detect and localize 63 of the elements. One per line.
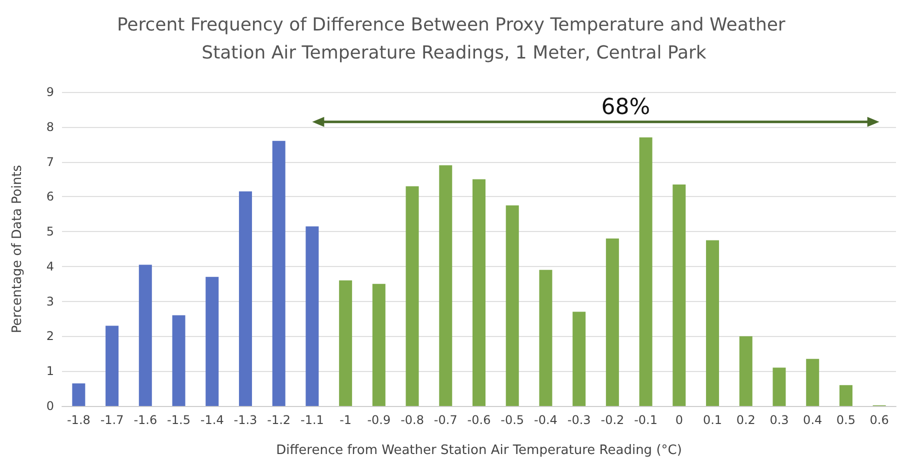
x-tick-label: 0.6 bbox=[870, 413, 889, 427]
bar bbox=[739, 336, 752, 406]
bar bbox=[606, 238, 619, 406]
bar bbox=[806, 358, 820, 406]
bar bbox=[106, 326, 119, 406]
bar bbox=[772, 368, 786, 406]
x-tick-label: -0.5 bbox=[500, 413, 524, 427]
x-tick-label: -0.7 bbox=[434, 413, 458, 427]
annotation: 68% bbox=[601, 94, 650, 120]
bar bbox=[306, 226, 319, 406]
x-tick-label: -0.3 bbox=[567, 413, 591, 427]
y-tick-label: 4 bbox=[46, 259, 54, 274]
bar bbox=[138, 264, 152, 406]
x-tick-label: -1.2 bbox=[267, 413, 291, 427]
bar bbox=[206, 276, 219, 406]
y-tick-label: 3 bbox=[46, 294, 54, 308]
y-tick-label: 5 bbox=[46, 224, 54, 239]
bar bbox=[539, 270, 552, 406]
x-tick-label: -1.8 bbox=[66, 413, 90, 427]
bar bbox=[372, 284, 386, 406]
x-tick-label: -0.2 bbox=[600, 413, 624, 427]
x-tick-label: -1.3 bbox=[234, 413, 258, 427]
x-tick-label: -1.4 bbox=[200, 413, 224, 427]
x-tick-label: -0.8 bbox=[400, 413, 424, 427]
y-tick-label: 6 bbox=[46, 190, 54, 204]
x-tick-label: -1.6 bbox=[134, 413, 158, 427]
bar bbox=[406, 186, 419, 406]
x-tick-label: -0.9 bbox=[367, 413, 391, 427]
x-tick-label: -0.1 bbox=[634, 413, 658, 427]
bar bbox=[472, 179, 486, 406]
bar bbox=[672, 184, 686, 406]
y-tick-label: 7 bbox=[46, 154, 54, 169]
y-tick-label: 8 bbox=[46, 120, 54, 134]
x-tick-label: -1.1 bbox=[300, 413, 324, 427]
bar bbox=[506, 205, 519, 406]
chart-title: Percent Frequency of Difference Between Proxy Temperature and Weather Station Air Temperature Readings, 1 Meter, Central Park bbox=[116, 14, 792, 64]
x-tick-label: -1.7 bbox=[100, 413, 124, 427]
bar bbox=[272, 140, 286, 406]
x-tick-label: -0.6 bbox=[467, 413, 491, 427]
bar bbox=[72, 383, 86, 406]
x-tick-label: 0.1 bbox=[702, 413, 722, 427]
y-tick-label: 2 bbox=[46, 329, 54, 344]
x-tick-label: 0.3 bbox=[770, 413, 789, 427]
x-tick-label: -1.5 bbox=[167, 413, 190, 427]
bar bbox=[639, 137, 652, 406]
y-tick-label: 0 bbox=[46, 399, 54, 413]
y-tick-label: 9 bbox=[46, 85, 54, 99]
x-tick-label: -1 bbox=[340, 413, 352, 427]
y-axis-title: Percentage of Data Points bbox=[10, 164, 25, 334]
bar bbox=[339, 280, 352, 406]
bar bbox=[172, 315, 186, 406]
x-tick-label: 0.4 bbox=[803, 413, 822, 427]
bar bbox=[439, 165, 452, 406]
bar bbox=[238, 191, 252, 406]
x-tick-label: 0 bbox=[675, 413, 683, 427]
bar bbox=[572, 312, 586, 406]
x-axis-title: Difference from Weather Station Air Temperature Reading (°C) bbox=[276, 443, 682, 458]
y-tick-label: 1 bbox=[46, 364, 54, 378]
bar bbox=[706, 240, 720, 406]
x-tick-label: 0.5 bbox=[836, 413, 856, 427]
bar bbox=[839, 385, 852, 406]
x-tick-label: 0.2 bbox=[736, 413, 756, 427]
x-tick-label: -0.4 bbox=[534, 413, 558, 427]
